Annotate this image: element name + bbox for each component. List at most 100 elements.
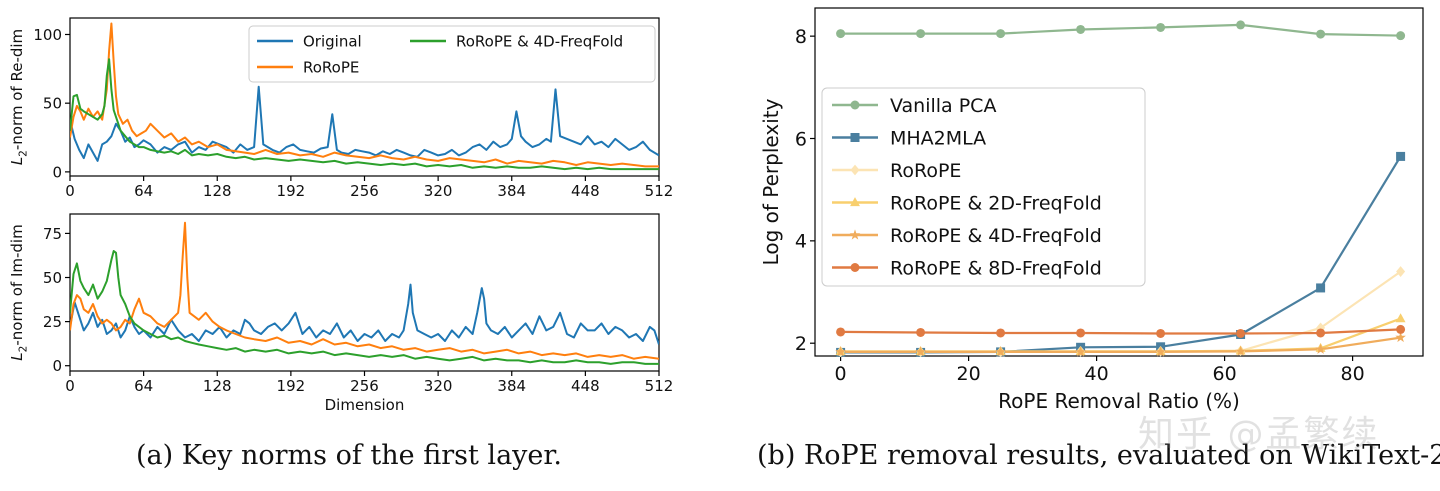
legend-label: RoRoPE & 4D-FreqFold [890,225,1102,247]
legend-marker [850,197,860,207]
y-axis-label: Log of Perplexity [759,98,783,265]
x-tick-label: 64 [134,377,153,395]
legend-label: RoRoPE & 4D-FreqFold [456,33,623,51]
y-axis-label-main: L [8,157,26,165]
y-tick-label: 2 [795,333,807,355]
y-axis-label-sub: 2 [18,150,30,157]
y-tick-label: 75 [43,225,62,243]
y-axis-label-sub: 2 [18,346,30,353]
data-point [1156,22,1166,32]
x-tick-label: 20 [957,363,981,385]
legend-box [248,25,656,83]
legend-marker [850,263,860,272]
y-tick-label: 6 [795,128,807,150]
data-point [1316,328,1326,338]
x-tick-label: 128 [203,182,232,200]
caption-a: (a) Key norms of the first layer. [136,440,562,471]
y-axis-label: L2-norm of Im-dim [8,224,30,360]
data-point [1395,332,1406,343]
y-tick-label: 8 [795,26,807,48]
x-tick-label: 0 [65,182,75,200]
series-line-rorope [70,221,659,360]
chart-perplexity: 0 20 40 60 80 2 4 6 8 Log of Perplexity RoPE Remov… [759,7,1424,413]
legend-re-dim: Original RoRoPE RoRoPE & 4D-FreqFold [248,25,656,83]
x-tick-label: 384 [497,377,526,395]
series-group [840,23,1402,354]
data-point [1235,345,1246,356]
data-point [1396,324,1406,334]
watermark: 知乎 @孟繁续 [1138,414,1380,455]
data-point [836,327,846,337]
data-point [1396,266,1406,277]
series-line-vanilla-pca [840,23,1401,37]
series-line-rorope-4d-freqfold [70,58,659,171]
legend-label: MHA2MLA [890,128,986,150]
y-tick-label: 100 [33,26,62,44]
data-point [995,346,1006,357]
x-tick-label: 128 [203,377,232,395]
y-tick-label: 50 [43,269,62,287]
data-point [1395,313,1406,323]
series-line-rorope [70,22,659,168]
series-line-rorope-8d-freqfold [840,328,1401,335]
x-tick-label: 0 [65,377,75,395]
legend-marker [850,100,860,110]
legend-marker [849,229,861,240]
y-tick-label: 50 [43,95,62,113]
y-tick-label: 25 [43,313,62,331]
x-tick-label: 384 [497,182,526,200]
data-point [1236,20,1246,30]
legend-marker [850,164,860,176]
x-tick-label: 40 [1085,363,1109,385]
x-tick-label: 192 [277,377,306,395]
chart-im-dim: 0 64 128 192 256 320 384 448 512 0 25 50 75 L2-norm o… [8,213,674,414]
legend-label: Original [303,33,362,51]
data-point [836,29,846,39]
y-axis-label-rest: -norm of Re-dim [8,29,26,150]
legend-label: RoRoPE [890,160,961,182]
data-point [835,346,846,357]
series-line-rorope-4d-freqfold [840,336,1401,353]
data-point [1396,31,1406,41]
series-group [70,22,659,171]
legend-perplexity: Vanilla PCA MHA2MLA RoRoPE RoRoPE & 2D-Freq… [821,87,1146,287]
data-point [915,346,926,357]
data-point [1075,346,1086,357]
x-tick-label: 256 [350,182,379,200]
data-point [1156,328,1166,338]
x-tick-label: 60 [1213,363,1237,385]
data-point [1315,343,1326,354]
x-axis-label: RoPE Removal Ratio (%) [998,389,1240,413]
axes-frame [814,7,1424,357]
series-line-rorope-4d-freqfold [70,250,659,365]
data-point [1396,151,1406,161]
y-tick-label: 0 [52,357,62,375]
series-line-original [70,283,659,345]
data-point [1076,328,1086,338]
data-point [916,327,926,337]
data-point [916,29,926,39]
y-tick-label: 0 [52,163,62,181]
x-tick-label: 448 [571,182,600,200]
data-point [1316,29,1326,39]
x-tick-label: 512 [645,377,674,395]
y-axis-label: L2-norm of Re-dim [8,29,30,165]
caption-b: (b) RoPE removal results, evaluated on W… [757,440,1440,471]
x-tick-label: 192 [277,182,306,200]
axes-frame [69,213,660,372]
legend-label: RoRoPE [303,59,359,77]
y-tick-label: 4 [795,231,807,253]
data-point [1316,283,1326,293]
legend-label: RoRoPE & 2D-FreqFold [890,193,1102,215]
x-tick-label: 80 [1341,363,1365,385]
x-tick-label: 320 [424,182,453,200]
data-point [1076,24,1086,34]
legend-label: Vanilla PCA [890,95,996,117]
x-tick-label: 320 [424,377,453,395]
x-tick-label: 64 [134,182,153,200]
y-axis-label-main: L [8,352,26,360]
series-line-original [70,85,659,162]
data-point [996,328,1006,338]
x-tick-label: 448 [571,377,600,395]
